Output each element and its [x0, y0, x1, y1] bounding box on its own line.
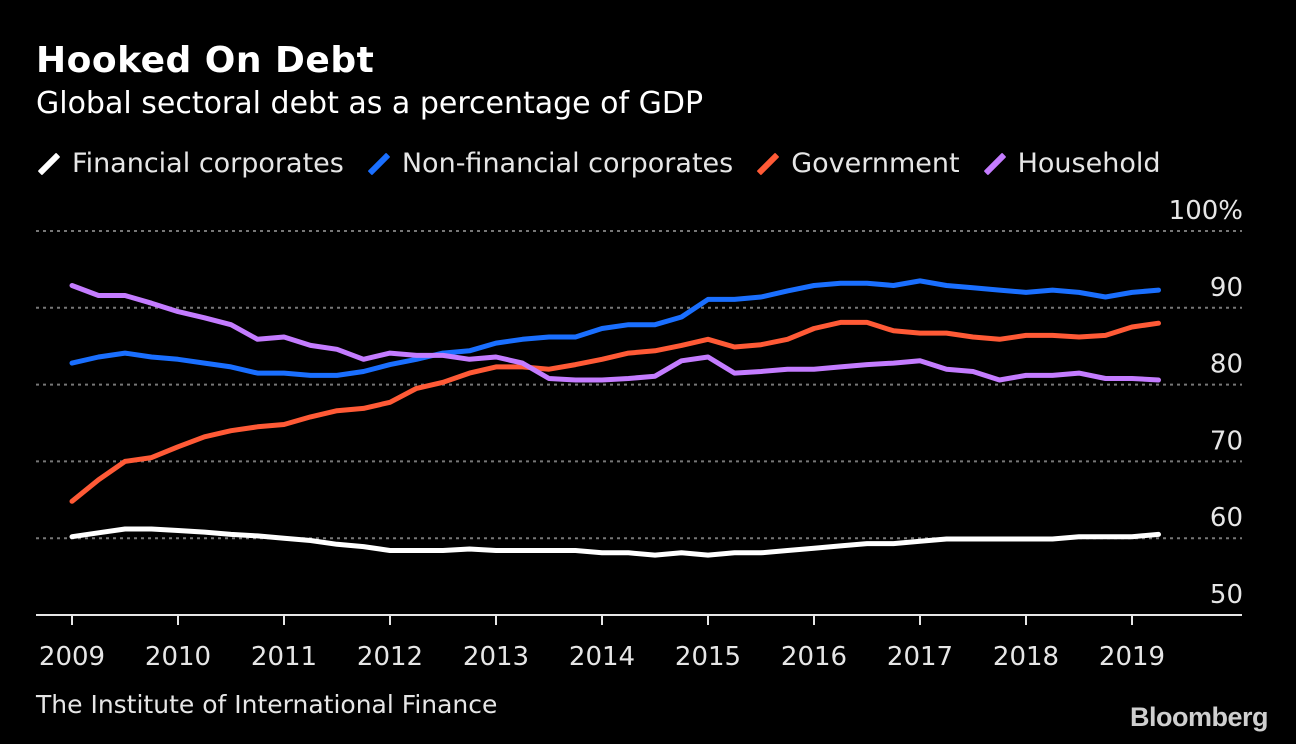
series-line-financial-corporates	[69, 526, 1161, 558]
x-tick-label-2014: 2014	[569, 642, 635, 672]
bloomberg-logo: Bloomberg	[1129, 702, 1269, 732]
grid-lines	[36, 230, 1242, 540]
x-tick-label-2019: 2019	[1099, 642, 1165, 672]
legend-item-household: Household	[982, 148, 1161, 179]
legend-item-government: Government	[755, 148, 960, 179]
y-tick-label-50: 50	[1210, 580, 1243, 610]
y-tick-label-60: 60	[1210, 503, 1243, 533]
y-tick-label-80: 80	[1210, 350, 1243, 380]
series-line-government	[69, 319, 1161, 504]
x-tick-label-2013: 2013	[463, 642, 529, 672]
x-tick-label-2010: 2010	[145, 642, 211, 672]
y-tick-label-100: 100%	[1169, 196, 1243, 226]
x-tick-label-2015: 2015	[675, 642, 741, 672]
legend: Financial corporates Non-financial corpo…	[36, 148, 1183, 179]
source-note: The Institute of International Finance	[36, 690, 498, 719]
legend-label-nonfinancial: Non-financial corporates	[401, 148, 734, 179]
series-lines	[69, 278, 1161, 558]
series-line-household	[69, 283, 1161, 383]
series-line-non-financial-corporates	[69, 278, 1161, 378]
legend-label-household: Household	[1017, 148, 1161, 179]
x-tick-label-2012: 2012	[357, 642, 423, 672]
chart-subtitle: Global sectoral debt as a percentage of …	[36, 86, 704, 121]
y-tick-label-90: 90	[1210, 273, 1243, 303]
legend-label-financial: Financial corporates	[72, 148, 344, 179]
legend-item-nonfinancial: Non-financial corporates	[366, 148, 733, 179]
axes	[36, 614, 1242, 625]
x-tick-label-2016: 2016	[781, 642, 847, 672]
tick-labels: 50 60 70 80 90 100% 2009 2010 2011 2012 2013 2014 20…	[39, 196, 1243, 672]
x-tick-label-2009: 2009	[39, 642, 105, 672]
y-tick-label-70: 70	[1210, 426, 1243, 456]
legend-label-government: Government	[791, 148, 960, 179]
legend-item-financial: Financial corporates	[36, 148, 344, 179]
x-tick-label-2017: 2017	[887, 642, 953, 672]
x-tick-label-2018: 2018	[993, 642, 1059, 672]
x-tick-label-2011: 2011	[251, 642, 317, 672]
chart-title: Hooked On Debt	[36, 40, 375, 81]
